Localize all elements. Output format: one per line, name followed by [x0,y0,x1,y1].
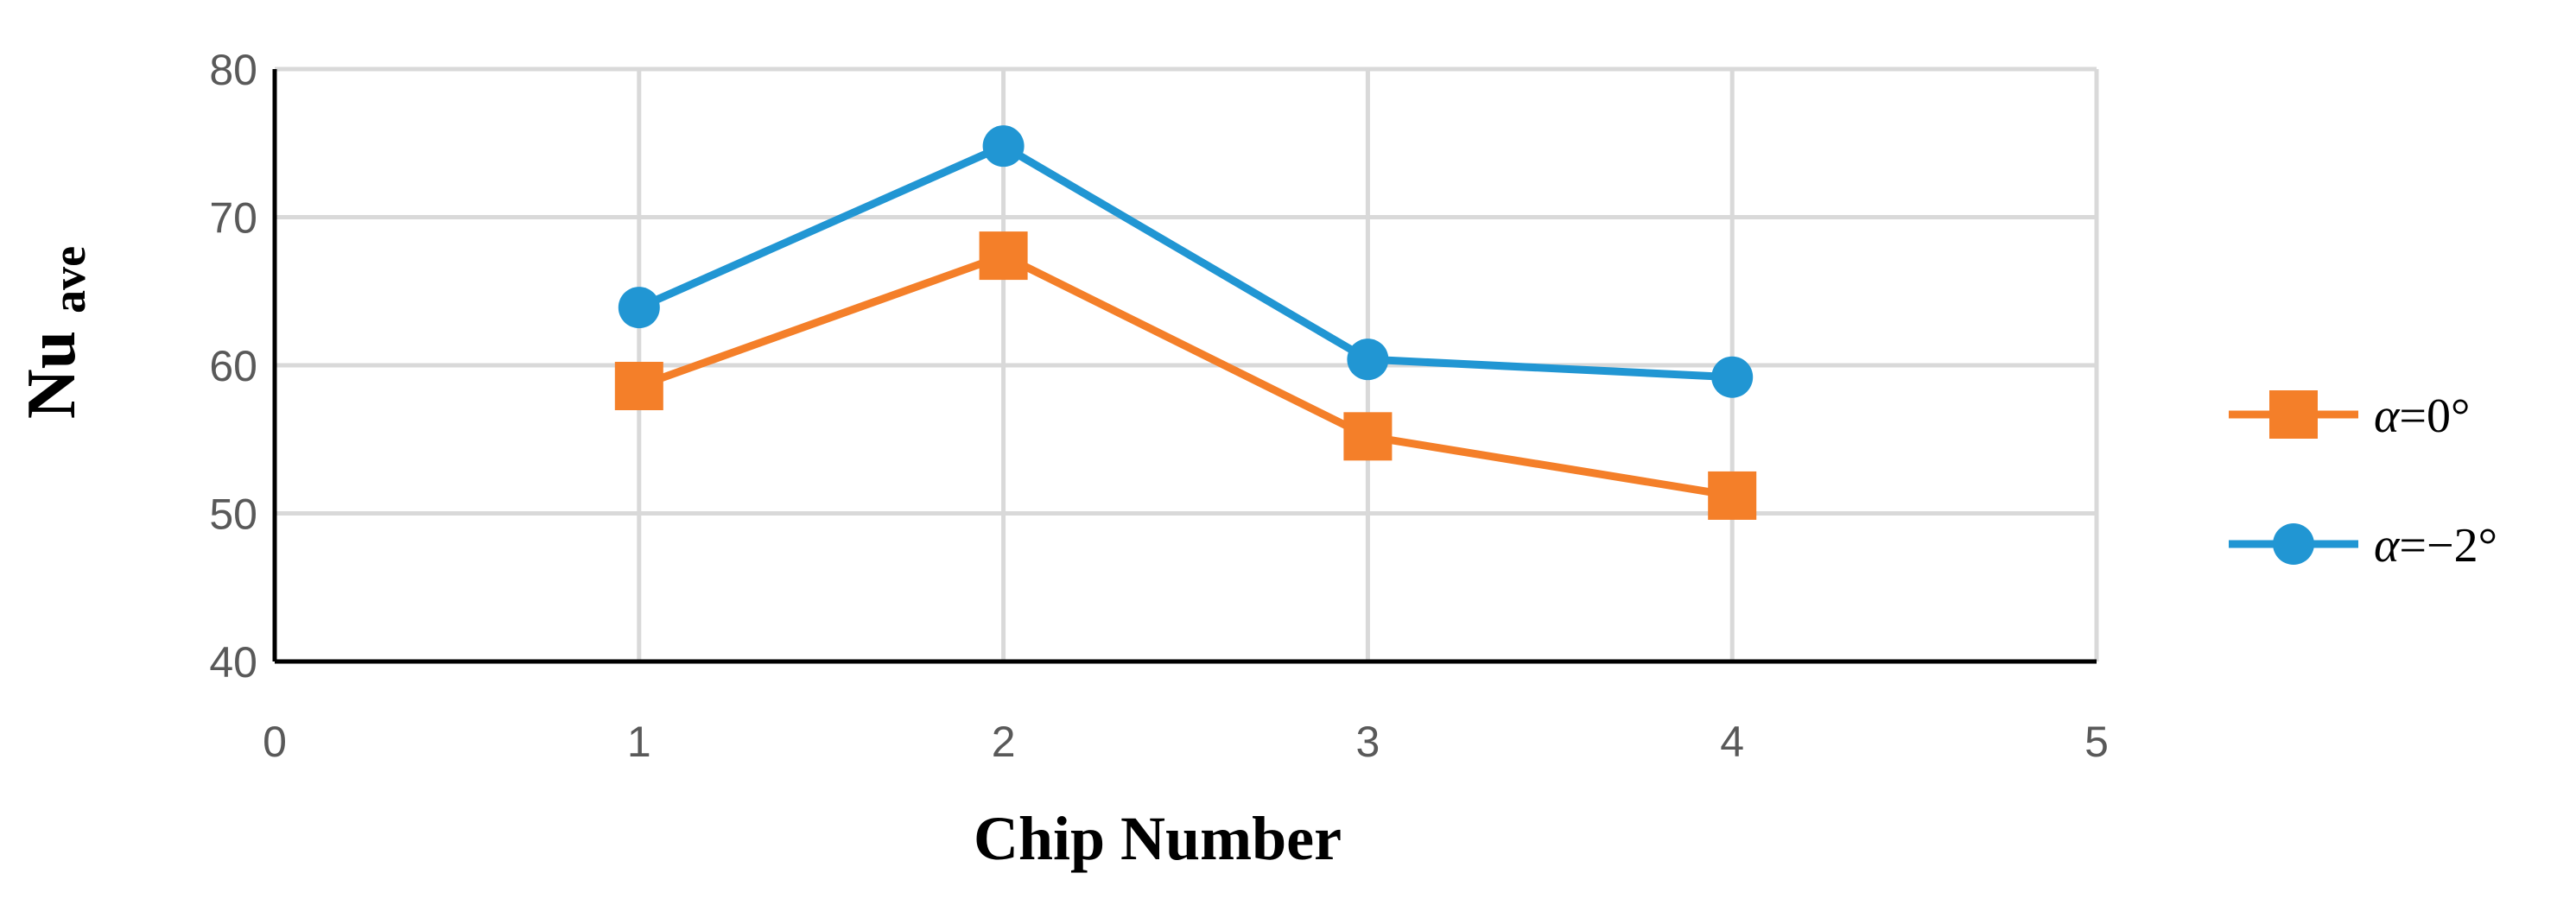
series-2 [618,125,1754,398]
series-1-point-2 [979,231,1028,281]
series-1-line [638,251,1733,500]
series-2-point-1 [618,287,660,329]
legend-swatch-marker-1 [2269,390,2318,439]
y-tick-label-60: 60 [209,342,257,390]
x-tick-label-4: 4 [1720,718,1744,766]
series-1 [614,231,1757,520]
legend-label-text-2: =−2° [2399,519,2497,573]
y-axis-title-main: Nu [14,331,90,419]
y-axis-title: Nu ave [14,246,95,419]
y-tick-label-80: 80 [209,46,257,94]
y-tick-label-50: 50 [209,490,257,539]
x-tick-label-2: 2 [992,718,1016,766]
series-2-point-4 [1711,356,1754,398]
legend-label-symbol-1: α [2374,389,2401,443]
legend-label-symbol-2: α [2374,519,2401,573]
series-2-point-2 [982,125,1025,168]
x-tick-label-5: 5 [2084,718,2109,766]
x-axis-title: Chip Number [974,804,1342,873]
y-tick-label-70: 70 [209,194,257,243]
tick-labels: 40 50 60 70 80 0 1 2 3 4 5 [209,46,2109,766]
legend-entry-1: α=0° [2229,389,2470,443]
y-tick-label-40: 40 [209,638,257,687]
grid-lines [275,66,2099,661]
y-axis-title-subscript: ave [43,246,95,313]
series-2-point-3 [1347,339,1389,381]
legend-label-2: α=−2° [2374,519,2497,573]
legend: α=0°α=−2° [2229,389,2497,573]
data-series [614,125,1757,520]
series-1-point-4 [1708,471,1757,520]
axes [272,69,2097,664]
x-tick-label-3: 3 [1355,718,1380,766]
legend-label-1: α=0° [2374,389,2470,443]
legend-swatch-marker-2 [2273,523,2314,565]
x-tick-label-0: 0 [263,718,287,766]
legend-entry-2: α=−2° [2229,519,2497,573]
legend-label-text-1: =0° [2399,389,2470,443]
series-1-point-1 [614,362,663,411]
x-tick-label-1: 1 [627,718,651,766]
series-1-point-3 [1343,412,1393,461]
series-2-line [637,142,1733,382]
